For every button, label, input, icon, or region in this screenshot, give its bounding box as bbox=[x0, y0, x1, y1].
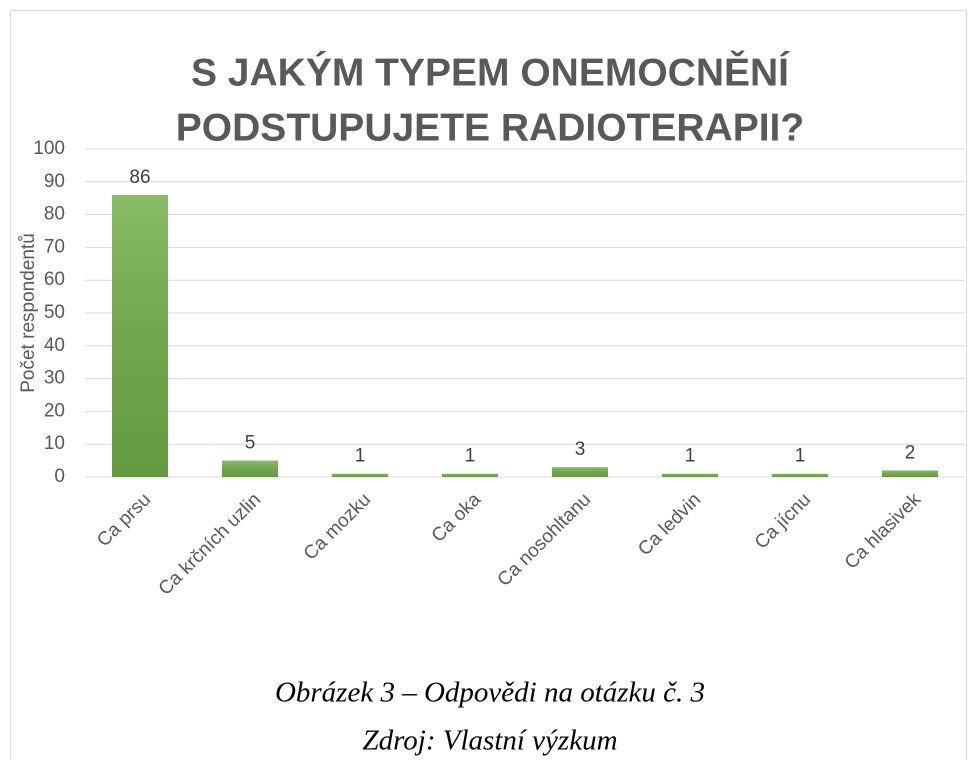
bar-shade bbox=[772, 473, 828, 477]
caption: Obrázek 3 – Odpovědi na otázku č. 3 bbox=[275, 677, 705, 709]
bar-shade bbox=[662, 473, 718, 477]
bar-shade bbox=[222, 460, 278, 477]
y-tick-label: 80 bbox=[44, 204, 65, 225]
y-tick-label: 100 bbox=[33, 138, 65, 159]
y-tick-label: 0 bbox=[54, 466, 65, 487]
caption: Zdroj: Vlastní výzkum bbox=[362, 725, 617, 757]
bar-shade bbox=[552, 467, 608, 477]
y-tick-label: 70 bbox=[44, 236, 65, 257]
y-tick-label: 90 bbox=[44, 171, 65, 192]
y-tick-label: 60 bbox=[44, 269, 65, 290]
data-label: 5 bbox=[245, 433, 256, 454]
bar-shade bbox=[442, 473, 498, 477]
data-label: 3 bbox=[575, 439, 586, 460]
x-tick-label: Ca hlasivek bbox=[841, 489, 926, 574]
x-tick-label: Ca jícnu bbox=[751, 489, 815, 553]
data-label: 86 bbox=[129, 167, 150, 188]
data-label: 1 bbox=[355, 446, 366, 467]
y-tick-label: 50 bbox=[44, 302, 65, 323]
data-label: 2 bbox=[905, 442, 916, 463]
x-tick-label: Ca nosohltanu bbox=[494, 489, 596, 591]
y-axis-label: Počet respondentů bbox=[18, 233, 39, 393]
chart-border bbox=[10, 10, 967, 765]
y-tick-label: 20 bbox=[44, 400, 65, 421]
bar-shade bbox=[882, 470, 938, 477]
chart-title: PODSTUPUJETE RADIOTERAPII? bbox=[176, 106, 804, 149]
x-tick-label: Ca oka bbox=[428, 489, 486, 547]
y-tick-label: 10 bbox=[44, 433, 65, 454]
y-tick-label: 40 bbox=[44, 335, 65, 356]
y-tick-label: 30 bbox=[44, 368, 65, 389]
data-label: 1 bbox=[685, 446, 696, 467]
data-label: 1 bbox=[465, 446, 476, 467]
chart-title: S JAKÝM TYPEM ONEMOCNĚNÍ bbox=[191, 50, 790, 94]
bar-shade bbox=[332, 473, 388, 477]
data-label: 1 bbox=[795, 446, 806, 467]
x-tick-label: Ca prsu bbox=[93, 489, 155, 551]
x-tick-label: Ca mozku bbox=[300, 489, 375, 564]
x-tick-label: Ca krčních uzlin bbox=[155, 489, 265, 599]
bar-shade bbox=[112, 194, 168, 478]
x-tick-label: Ca ledvin bbox=[634, 489, 705, 560]
